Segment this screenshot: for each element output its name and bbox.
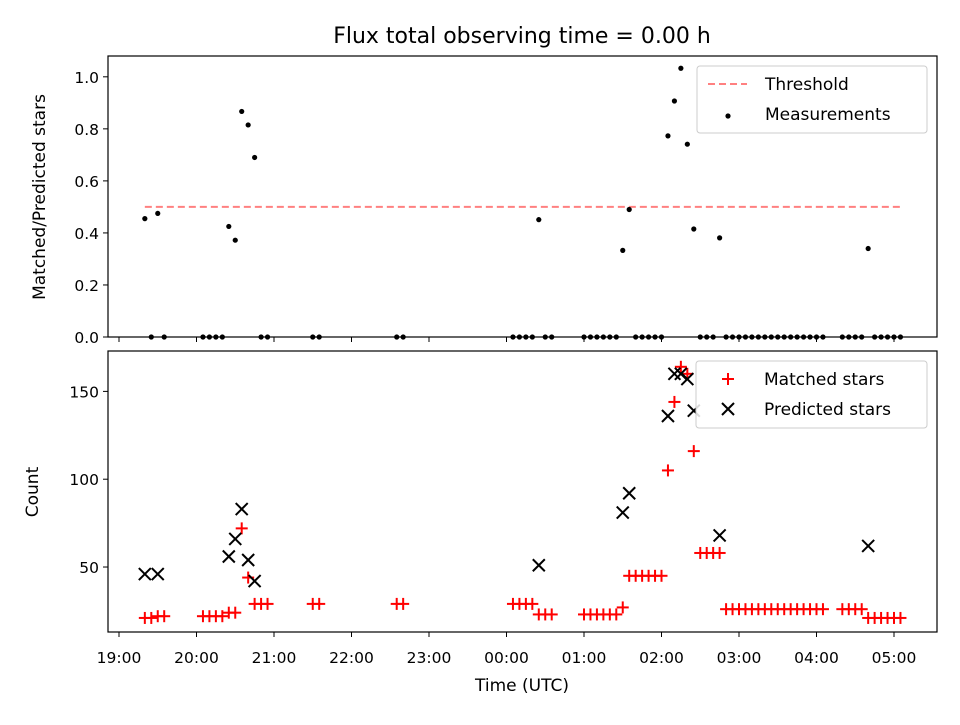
count-y-axis-label: Count — [23, 466, 43, 517]
ratio-plot-frame — [107, 55, 938, 338]
x-tick-label: 04:00 — [794, 649, 839, 667]
count-y-tick-label: 100 — [69, 471, 99, 489]
threshold-legend-label: Threshold — [764, 75, 849, 95]
count-y-tick-label: 50 — [79, 559, 99, 577]
predicted-star-point — [661, 409, 675, 423]
count-plot-frame — [107, 350, 938, 633]
x-tick-label: 23:00 — [407, 649, 452, 667]
ratio-y-axis-label: Matched/Predicted stars — [30, 94, 50, 300]
measurement-point — [155, 210, 161, 217]
predicted-star-point — [247, 574, 262, 588]
measurement-point — [665, 133, 671, 139]
measurement-point — [620, 247, 626, 253]
predicted-star-point — [138, 567, 152, 581]
measurement-point — [252, 154, 258, 161]
matched-star-point — [713, 546, 726, 559]
chart-title: Flux total observing time = 0.00 h — [333, 24, 711, 49]
matched-star-point — [674, 360, 687, 373]
predicted-legend-label: Predicted stars — [764, 400, 891, 420]
ratio-y-tick-label: 0.4 — [74, 225, 99, 243]
ratio-panel: 0.0 0.2 0.4 0.6 0.8 1.0 Matched/Predicted sta… — [30, 55, 938, 347]
predicted-star-point — [667, 367, 682, 381]
predicted-star-point — [222, 549, 236, 564]
predicted-star-point — [235, 502, 249, 516]
predicted-star-point — [151, 567, 165, 581]
matched-star-point — [145, 611, 158, 624]
matched-star-point — [235, 522, 248, 535]
count-panel: 50 100 150 19:00 20:00 21:00 22:00 23:00 00:00 01… — [23, 350, 938, 696]
matched-star-point — [894, 611, 907, 624]
matched-star-point — [661, 464, 674, 477]
x-tick-label: 01:00 — [562, 649, 607, 667]
x-tick-label: 19:00 — [97, 649, 142, 667]
matched-star-point — [687, 445, 700, 458]
matched-legend-label: Matched stars — [764, 370, 884, 390]
x-tick-label: 00:00 — [484, 649, 529, 667]
ratio-legend: Threshold Measurements — [696, 65, 928, 134]
measurement-point — [865, 245, 871, 252]
matched-star-point — [526, 597, 539, 610]
ratio-y-tick-label: 1.0 — [74, 69, 99, 87]
matched-star-point — [816, 603, 829, 616]
predicted-star-point — [228, 532, 242, 546]
measurement-point — [717, 235, 723, 241]
matched-star-point — [216, 610, 229, 623]
count-legend: Matched stars Predicted stars — [695, 360, 928, 429]
count-series — [138, 360, 907, 624]
matched-star-point — [855, 603, 868, 616]
measurement-point — [626, 206, 632, 213]
measurement-point — [678, 65, 684, 71]
predicted-star-point — [861, 539, 875, 553]
ratio-y-tick-label: 0.0 — [74, 329, 99, 347]
x-tick-label: 21:00 — [252, 649, 297, 667]
predicted-star-point — [712, 528, 727, 543]
x-tick-label: 02:00 — [639, 649, 684, 667]
x-tick-label: 22:00 — [329, 649, 374, 667]
measurement-point — [239, 108, 245, 115]
measurement-point — [536, 217, 542, 223]
predicted-star-point — [532, 558, 546, 572]
predicted-star-point — [241, 553, 255, 567]
matched-star-point — [397, 597, 410, 610]
matched-star-point — [616, 601, 629, 614]
count-y-tick-label: 150 — [69, 383, 99, 401]
measurements-legend-label: Measurements — [765, 105, 891, 125]
ratio-y-tick-label: 0.8 — [74, 121, 99, 139]
measurement-point — [232, 237, 238, 243]
matched-star-point — [668, 395, 681, 408]
measurement-point — [142, 216, 148, 222]
x-tick-label: 05:00 — [872, 649, 917, 667]
measurement-point — [691, 226, 697, 232]
matched-star-point — [610, 608, 623, 621]
predicted-star-point — [680, 372, 695, 386]
x-tick-label: 20:00 — [174, 649, 219, 667]
x-tick-label: 03:00 — [717, 649, 762, 667]
ratio-y-tick-label: 0.2 — [74, 277, 99, 295]
measurements-legend-marker — [725, 113, 731, 119]
measurement-point — [226, 223, 232, 230]
matched-star-point — [655, 569, 668, 582]
matched-star-point — [261, 597, 274, 610]
matched-star-point — [229, 606, 242, 619]
predicted-star-point — [616, 505, 630, 520]
matched-star-point — [545, 608, 558, 621]
matched-star-point — [158, 610, 171, 623]
measurement-point — [671, 98, 678, 104]
x-axis-label: Time (UTC) — [474, 676, 569, 696]
predicted-legend-marker — [721, 402, 735, 416]
measurement-point — [245, 122, 251, 128]
measurement-point — [684, 141, 690, 147]
matched-legend-marker — [722, 373, 734, 385]
predicted-star-point — [622, 486, 636, 500]
ratio-y-tick-label: 0.6 — [74, 173, 99, 191]
matched-star-point — [313, 597, 326, 610]
